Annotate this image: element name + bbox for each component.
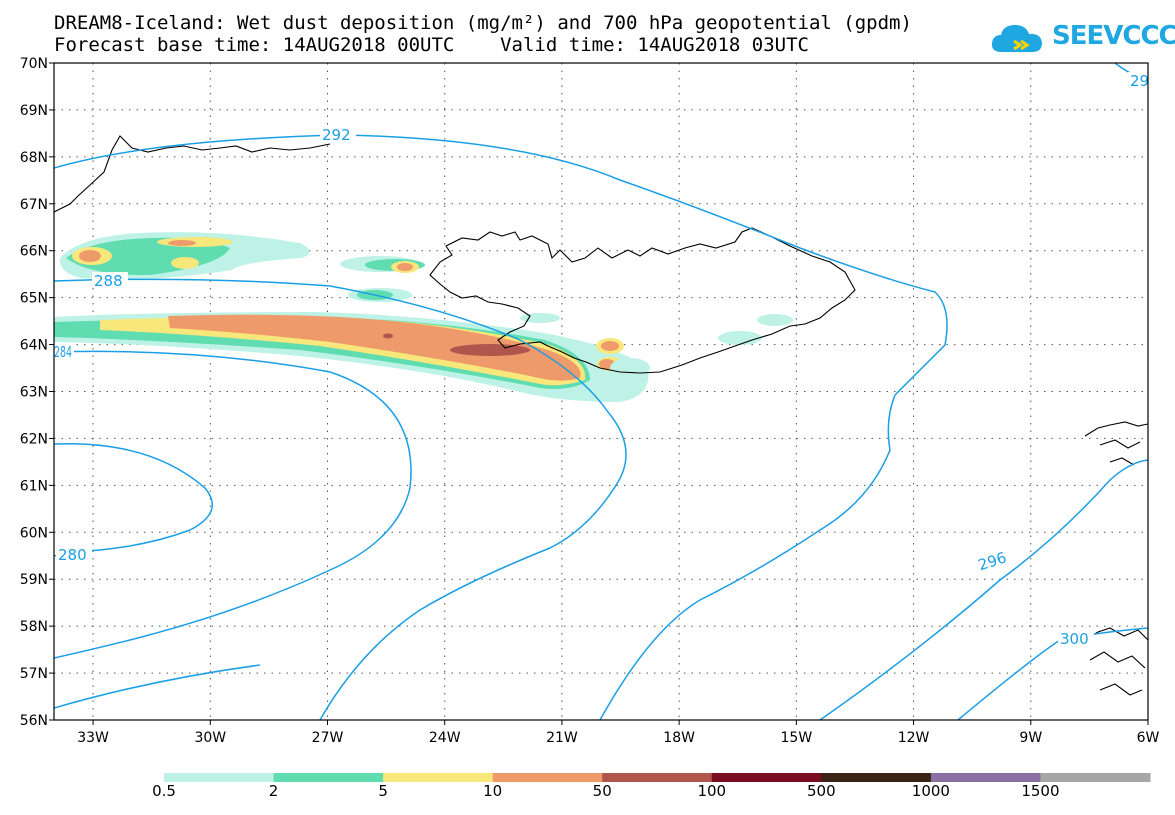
colorbar-swatch: [492, 773, 603, 782]
lat-tick-label: 70N: [20, 56, 48, 72]
lon-tick-label: 33W: [77, 730, 109, 746]
greenland-coastline: [54, 135, 331, 213]
colorbar-label: 1500: [1021, 782, 1060, 800]
lat-tick-label: 69N: [20, 103, 48, 119]
lon-tick-label: 9W: [1019, 730, 1042, 746]
contour-288: [54, 278, 627, 720]
coastlines: [54, 135, 1148, 696]
graticule: [54, 63, 1148, 720]
contour-label-296: 296: [976, 548, 1009, 574]
dust-area-east-05: [610, 358, 650, 378]
contour-label-29: 29: [1130, 72, 1149, 90]
dust-area-west-07: [168, 240, 196, 246]
cloud-icon: [991, 25, 1042, 52]
lat-tick-label: 58N: [20, 619, 48, 635]
colorbar-swatch: [383, 773, 494, 782]
colorbar-swatch: [164, 773, 275, 782]
contour-labels: 292 288 284 280 296 300 29: [54, 72, 1149, 648]
contour-label-300: 300: [1060, 630, 1089, 648]
contour-label-292: 292: [322, 126, 351, 144]
contour-label-280: 280: [58, 546, 87, 564]
dust-band-05: [450, 344, 530, 356]
dust-area-east-08: [520, 313, 560, 323]
colorbar-label: 100: [697, 782, 727, 800]
lon-tick-label: 18W: [663, 730, 695, 746]
contour-280: [54, 442, 214, 557]
dust-area-mid-04: [397, 263, 413, 271]
lat-tick-label: 64N: [20, 338, 48, 354]
lat-tick-label: 68N: [20, 150, 48, 166]
colorbar-label: 500: [807, 782, 836, 800]
colorbar-label: 10: [483, 782, 503, 800]
contour-292: [54, 134, 948, 720]
colorbar-swatch: [930, 773, 1041, 782]
colorbar-label: 5: [378, 782, 388, 800]
colorbar-label: 0.5: [152, 782, 176, 800]
axis-ticks: 70N 69N 68N 67N 66N 65N 64N 63N 62N 61N 60N 59N 58N 5…: [20, 56, 1160, 746]
dust-area-east-02: [601, 341, 619, 351]
lat-tick-label: 60N: [20, 525, 48, 541]
map-title: DREAM8-Iceland: Wet dust deposition (mg/…: [54, 12, 912, 34]
contour-label-288: 288: [94, 272, 123, 290]
dust-area-west-05: [171, 257, 199, 269]
contour-296: [819, 459, 1148, 720]
lat-tick-label: 66N: [20, 244, 48, 260]
contour-300: [957, 627, 1148, 720]
colorbar-swatch: [821, 773, 932, 782]
lat-tick-label: 67N: [20, 197, 48, 213]
lon-tick-label: 6W: [1137, 730, 1160, 746]
lat-tick-label: 62N: [20, 431, 48, 447]
lat-tick-label: 65N: [20, 291, 48, 307]
lon-tick-label: 12W: [898, 730, 930, 746]
colorbar-swatch: [273, 773, 384, 782]
colorbar-label: 50: [592, 782, 612, 800]
colorbar-label: 2: [268, 782, 279, 800]
logo-text: SEEVCCC: [1052, 21, 1175, 51]
contour-label-284: 284: [54, 343, 72, 361]
dust-area-west-04: [79, 250, 101, 262]
lon-tick-label: 21W: [546, 730, 578, 746]
dust-band-04: [168, 314, 581, 381]
lat-tick-label: 56N: [20, 713, 48, 729]
colorbar-label: 1000: [911, 782, 950, 800]
colorbar-swatch: [602, 773, 713, 782]
iceland-coastline: [429, 227, 856, 374]
lon-tick-label: 30W: [194, 730, 226, 746]
dust-band-06: [383, 333, 393, 339]
dust-area-east-07: [757, 314, 793, 326]
map-subtitle-times: Forecast base time: 14AUG2018 00UTC Vali…: [54, 34, 809, 56]
lat-tick-label: 61N: [20, 478, 48, 494]
dust-area-east-06: [718, 331, 762, 345]
lon-tick-label: 15W: [781, 730, 813, 746]
faroe-scotland-coastline: [1084, 421, 1148, 696]
colorbar-swatch: [711, 773, 822, 782]
colorbar-swatch: [1040, 773, 1151, 782]
lon-tick-label: 24W: [429, 730, 461, 746]
lon-tick-label: 27W: [312, 730, 344, 746]
lat-tick-label: 63N: [20, 385, 48, 401]
lat-tick-label: 59N: [20, 572, 48, 588]
contour-284: [54, 350, 412, 709]
dust-deposition-field: [54, 232, 793, 402]
colorbar: [164, 773, 1151, 782]
lat-tick-label: 57N: [20, 666, 48, 682]
